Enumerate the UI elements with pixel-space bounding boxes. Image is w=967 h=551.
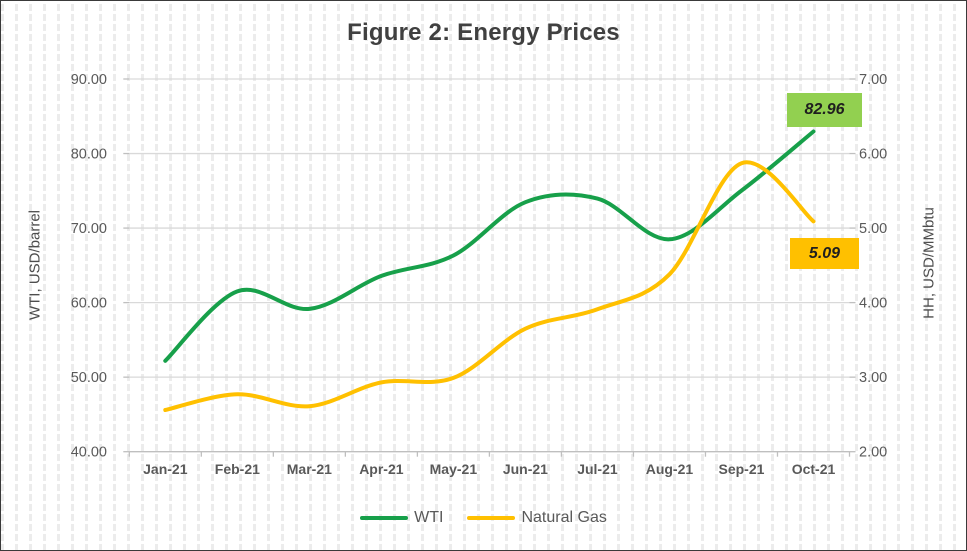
left-axis-tick-label: 80.00	[71, 147, 107, 163]
x-axis-label: Jun-21	[503, 461, 548, 477]
right-axis-tick-label: 7.00	[859, 72, 887, 88]
x-axis-label: Jul-21	[577, 461, 618, 477]
x-axis-label: Oct-21	[792, 461, 836, 477]
left-axis-tick-label: 60.00	[71, 296, 107, 312]
left-axis-tick-label: 50.00	[71, 370, 107, 386]
data-label-natural-gas: 5.09	[790, 238, 859, 269]
legend-item-natural-gas: Natural Gas	[467, 509, 607, 527]
right-axis-tick-label: 5.00	[859, 221, 887, 237]
left-axis-tick-label: 90.00	[71, 72, 107, 88]
x-axis-label: Mar-21	[287, 461, 332, 477]
x-axis-label: Feb-21	[215, 461, 260, 477]
x-axis-label: Sep-21	[719, 461, 765, 477]
right-axis-tick-label: 3.00	[859, 370, 887, 386]
x-axis-label: Apr-21	[359, 461, 404, 477]
right-axis-tick-label: 4.00	[859, 296, 887, 312]
series-line-natural-gas	[163, 160, 816, 412]
data-label-wti: 82.96	[787, 93, 862, 127]
legend-label-wti: WTI	[414, 509, 444, 526]
natural-gas-line-swatch-icon	[467, 516, 516, 520]
right-axis-tick-label: 2.00	[859, 445, 887, 461]
wti-line-swatch-icon	[360, 516, 409, 520]
legend: WTI Natural Gas	[1, 509, 966, 527]
legend-item-wti: WTI	[360, 509, 443, 527]
series-line-wti	[163, 129, 816, 363]
x-axis-label: May-21	[430, 461, 478, 477]
left-axis-tick-label: 70.00	[71, 221, 107, 237]
left-axis-tick-label: 40.00	[71, 445, 107, 461]
chart-title: Figure 2: Energy Prices	[347, 19, 620, 46]
x-axis-label: Aug-21	[646, 461, 694, 477]
right-axis-tick-label: 6.00	[859, 147, 887, 163]
legend-label-natural-gas: Natural Gas	[521, 509, 607, 526]
x-axis-label: Jan-21	[143, 461, 188, 477]
